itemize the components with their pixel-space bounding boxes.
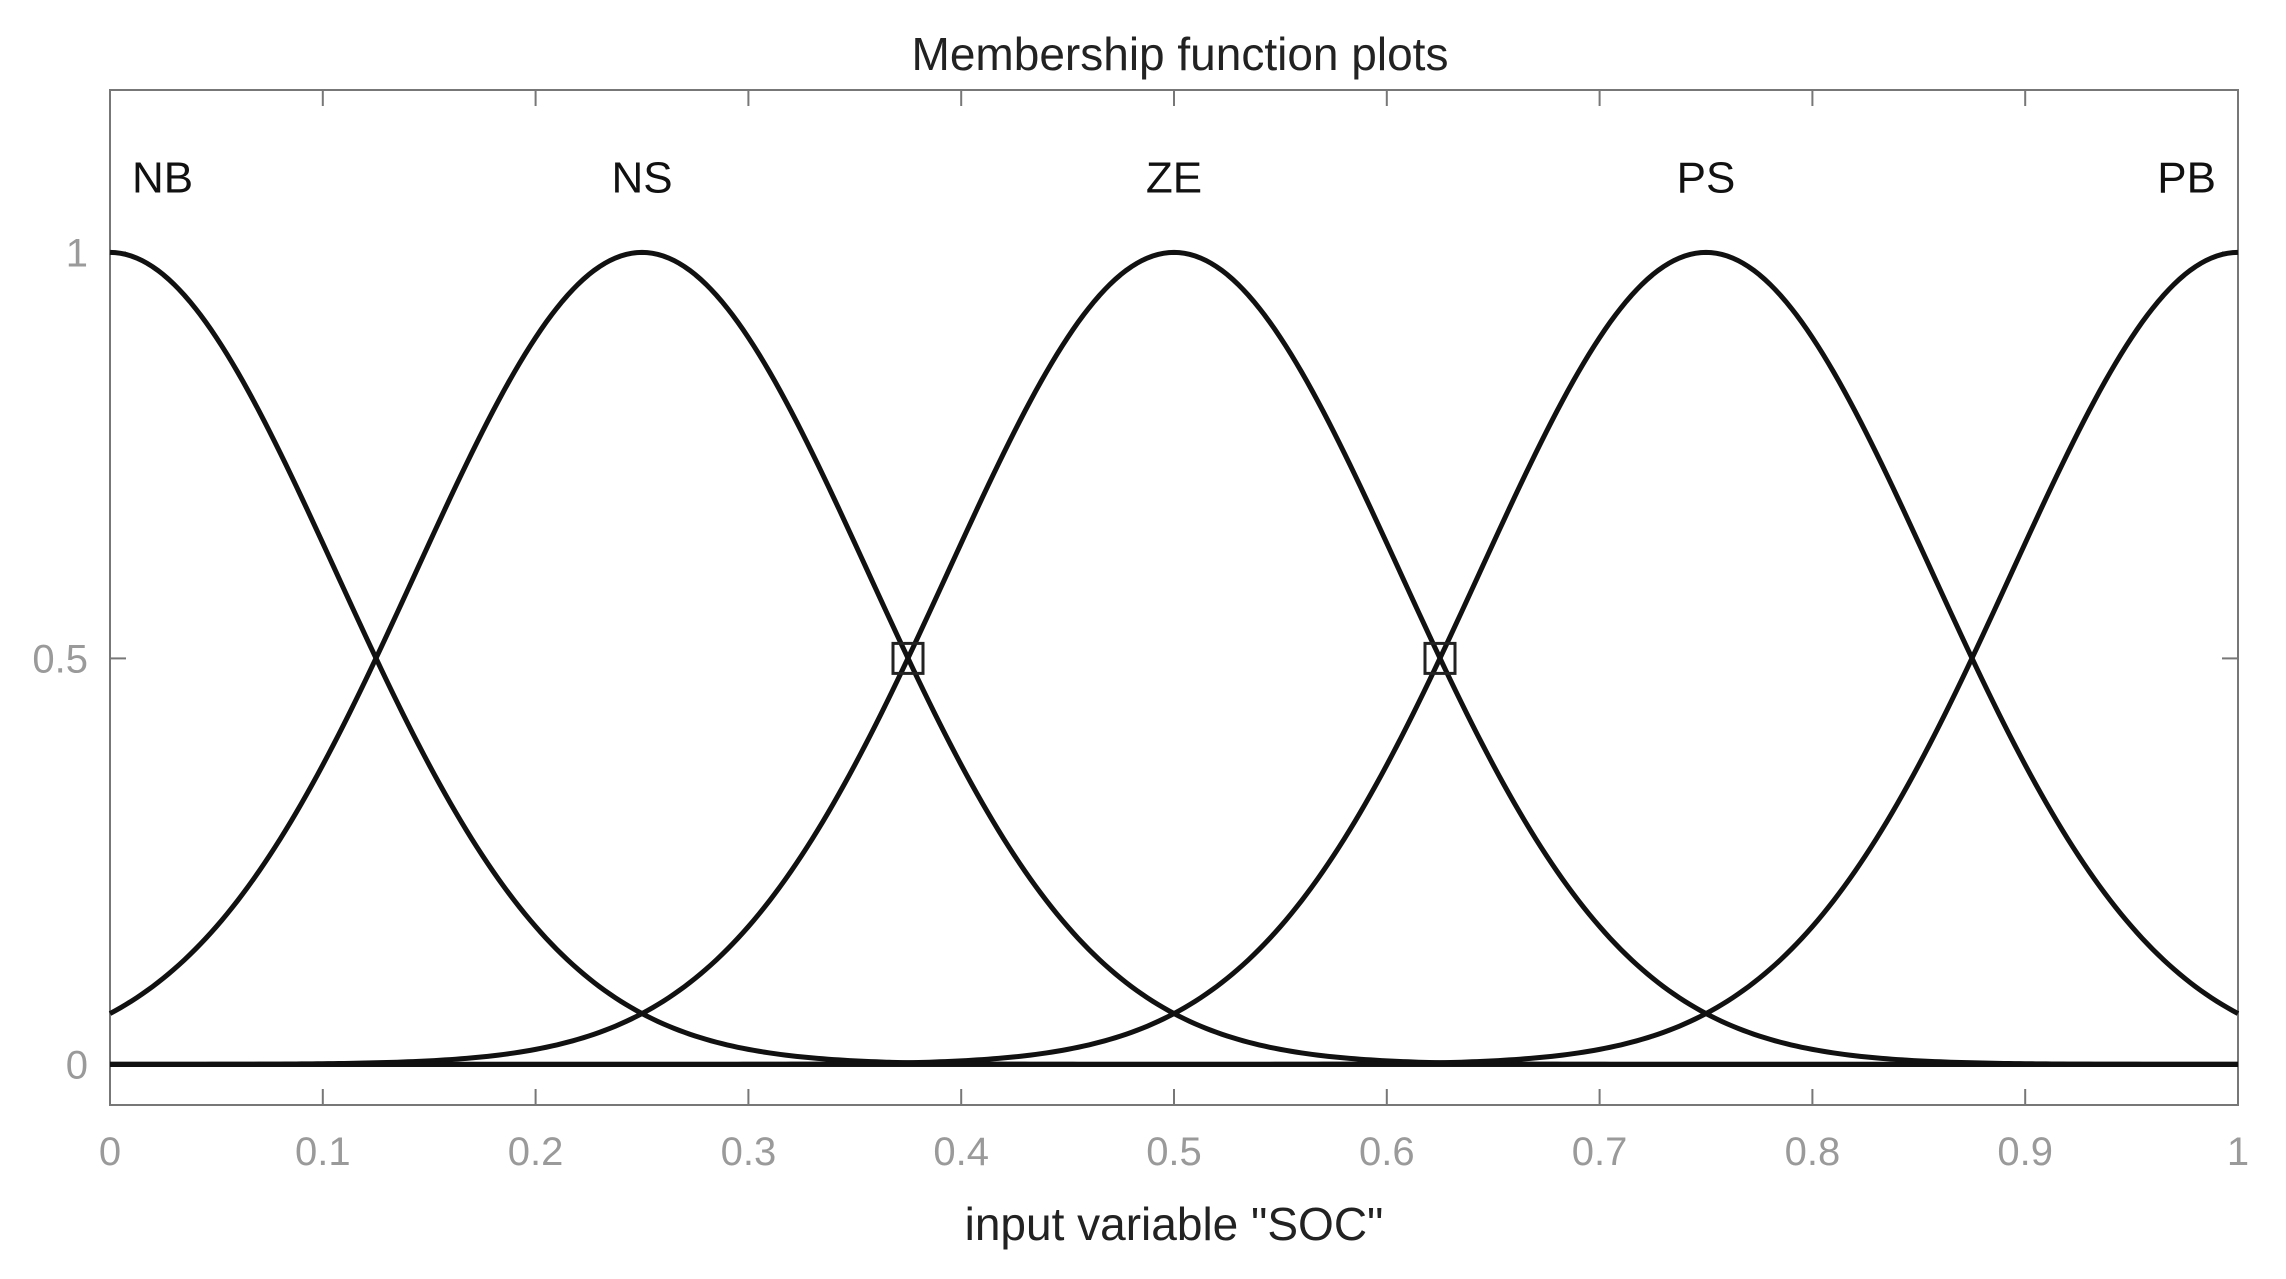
label-ps: PS xyxy=(1677,153,1736,202)
x-axis-label: input variable "SOC" xyxy=(965,1198,1384,1250)
membership-curves xyxy=(108,249,2240,1067)
y-tick-label-2: 1 xyxy=(66,231,88,275)
x-tick-label-3: 0.3 xyxy=(721,1130,777,1174)
curve-ns xyxy=(108,249,2238,1067)
x-tick-label-7: 0.7 xyxy=(1572,1130,1628,1174)
axis-ticks xyxy=(109,90,2239,1105)
x-tick-labels: 0 0.1 0.2 0.3 0.4 0.5 0.6 0.7 0.8 0.9 1 xyxy=(99,1130,2249,1174)
curve-nb xyxy=(109,249,2238,1067)
x-tick-label-10: 1 xyxy=(2227,1130,2249,1174)
x-tick-label-2: 0.2 xyxy=(508,1130,564,1174)
label-ze: ZE xyxy=(1146,153,1202,202)
x-tick-label-5: 0.5 xyxy=(1146,1130,1202,1174)
label-pb: PB xyxy=(2157,153,2216,202)
y-tick-label-1: 0.5 xyxy=(32,637,88,681)
chart-title: Membership function plots xyxy=(912,28,1449,80)
plot-frame xyxy=(109,89,2239,1106)
y-tick-labels: 00.51 xyxy=(32,231,88,1087)
curve-ze xyxy=(110,249,2238,1067)
x-tick-label-0: 0 xyxy=(99,1130,121,1174)
x-tick-label-4: 0.4 xyxy=(933,1130,989,1174)
curve-ps xyxy=(110,249,2240,1067)
y-tick-label-0: 0 xyxy=(66,1043,88,1087)
curve-pb xyxy=(110,249,2239,1067)
label-ns: NS xyxy=(611,153,672,202)
label-nb: NB xyxy=(132,153,193,202)
crossover-marker-0 xyxy=(891,641,925,675)
x-tick-label-9: 0.9 xyxy=(1997,1130,2053,1174)
x-tick-label-1: 0.1 xyxy=(295,1130,351,1174)
crossover-marker-1 xyxy=(1423,641,1457,675)
x-tick-label-6: 0.6 xyxy=(1359,1130,1415,1174)
x-tick-label-8: 0.8 xyxy=(1785,1130,1841,1174)
membership-labels: NB NS ZE PS PB xyxy=(132,153,2216,202)
crossover-markers xyxy=(891,641,1457,675)
